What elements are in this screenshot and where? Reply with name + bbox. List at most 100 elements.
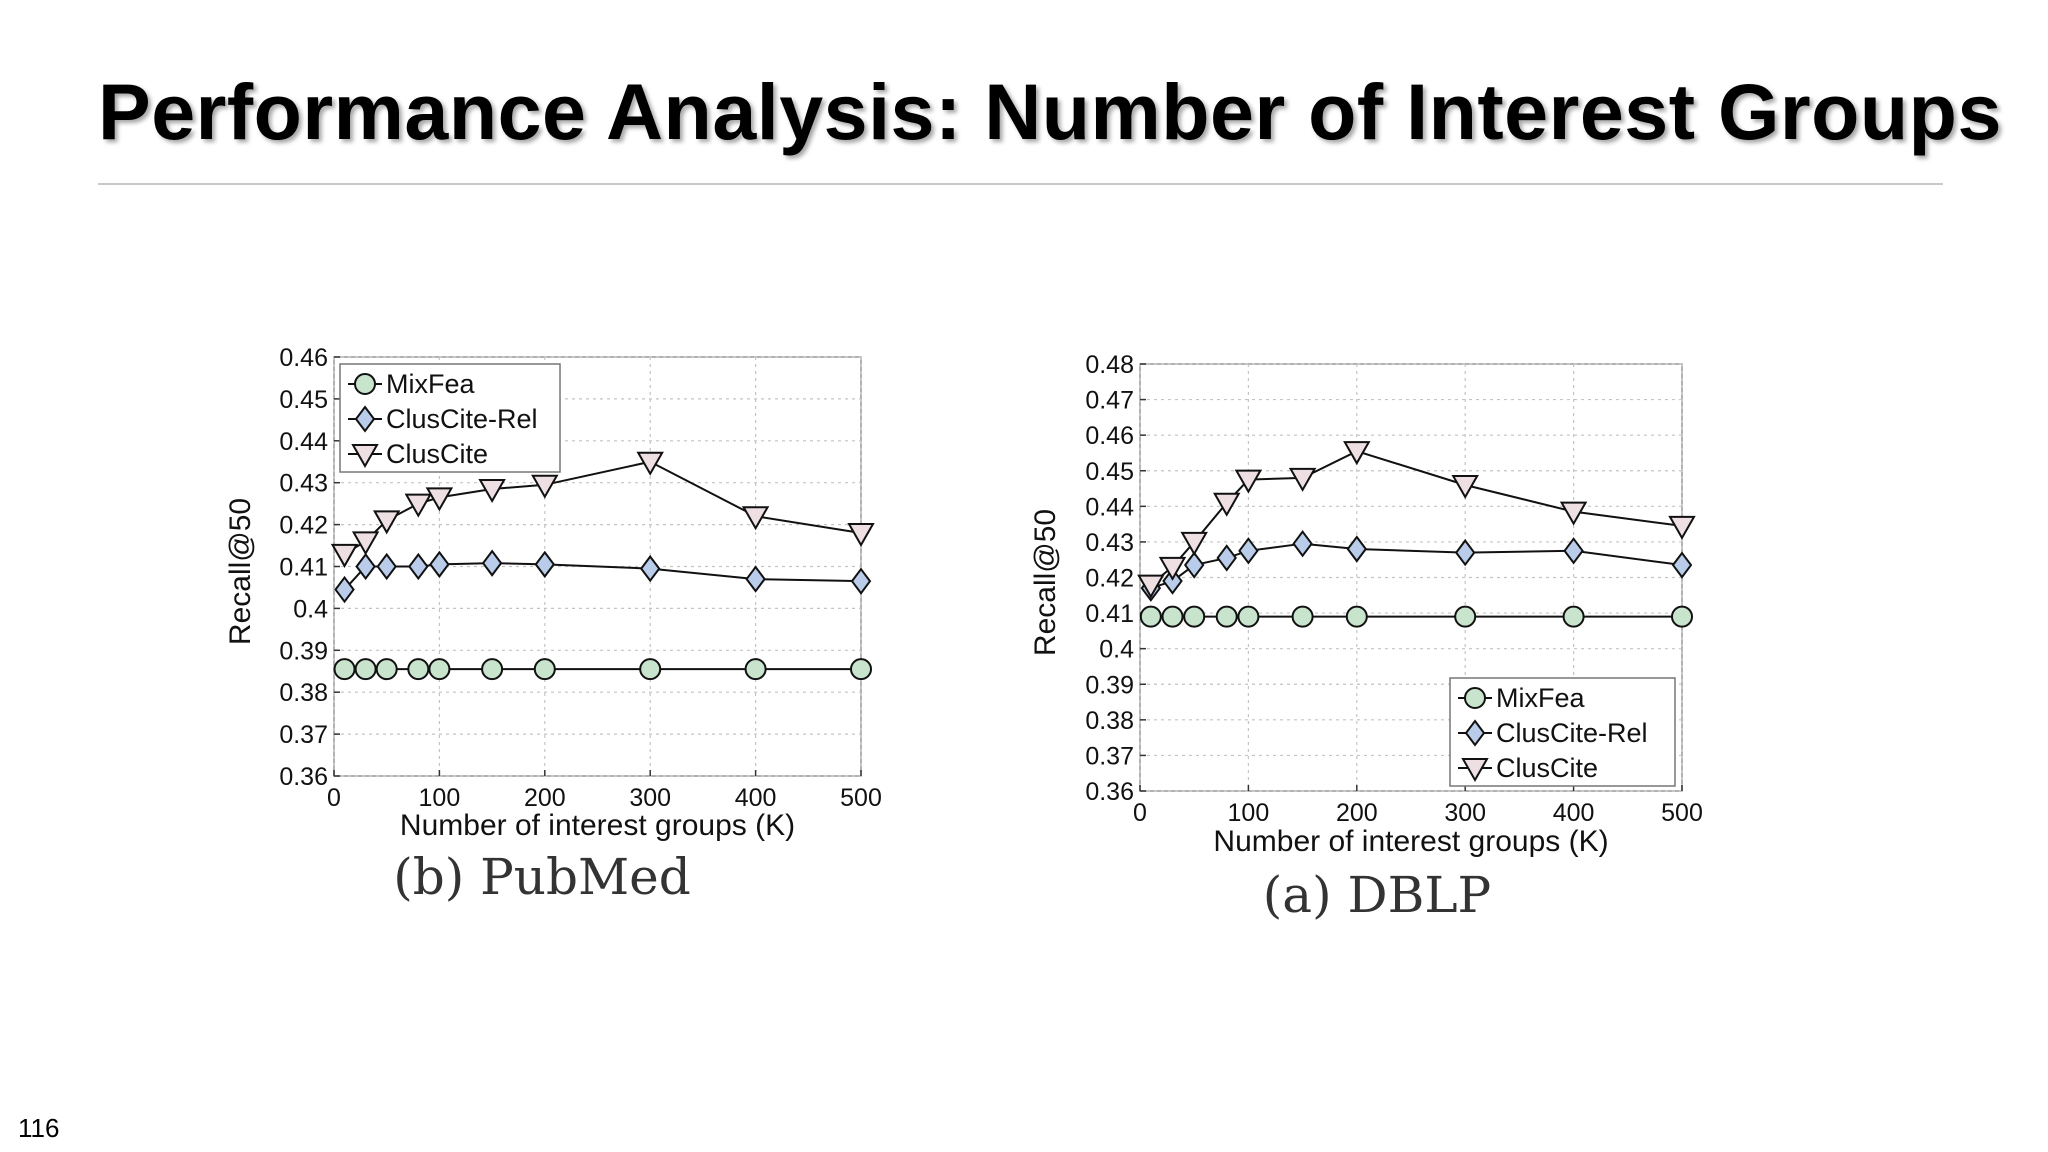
y-axis-title: Recall@50 <box>224 498 257 645</box>
data-point-cluscite-rel <box>355 552 376 581</box>
chart-caption: (b) PubMed <box>393 848 691 906</box>
y-tick-label: 0.44 <box>1085 493 1134 521</box>
data-point-cluscite <box>1451 474 1479 499</box>
data-point-cluscite <box>1158 556 1187 581</box>
y-tick-label: 0.36 <box>279 763 328 791</box>
x-axis-title: Number of interest groups (K) <box>400 809 795 842</box>
data-point-cluscite-rel <box>1346 535 1368 563</box>
data-point-cluscite-rel <box>745 565 766 593</box>
data-point-mixfea <box>333 658 356 681</box>
data-point-cluscite <box>404 493 433 518</box>
x-tick-label: 500 <box>1661 799 1703 827</box>
series-line-cluscite <box>344 460 862 555</box>
x-tick-label: 0 <box>327 784 341 812</box>
y-tick-label: 0.43 <box>1085 529 1134 557</box>
data-point-cluscite-rel <box>1671 551 1693 579</box>
data-point-cluscite-rel <box>408 552 429 581</box>
x-tick-label: 400 <box>1553 799 1595 827</box>
y-tick-label: 0.44 <box>279 428 328 456</box>
data-point-cluscite <box>741 506 770 531</box>
y-axis-title: Recall@50 <box>1029 509 1062 656</box>
data-point-cluscite-rel <box>534 550 556 579</box>
chart-pubmed: 0.36 0.37 0.38 0.39 0.4 0.41 0.42 0.43 0.44 0.45 0… <box>224 344 882 906</box>
legend: MixFea ClusCite-Rel ClusCite <box>339 363 561 473</box>
data-point-cluscite-rel <box>334 575 355 604</box>
data-point-mixfea <box>533 658 556 681</box>
x-tick-label: 100 <box>1228 799 1270 827</box>
x-tick-label: 300 <box>1444 799 1486 827</box>
data-point-cluscite <box>425 487 454 512</box>
x-tick-label: 500 <box>840 784 882 812</box>
page-number: 116 <box>18 1113 60 1143</box>
data-point-mixfea <box>1671 605 1693 628</box>
data-point-cluscite <box>351 531 380 556</box>
diamond-marker <box>354 405 376 433</box>
legend-label: MixFea <box>1496 683 1585 713</box>
data-point-cluscite <box>1559 501 1588 526</box>
data-point-cluscite <box>1137 574 1165 599</box>
y-tick-label: 0.42 <box>279 512 328 540</box>
y-tick-label: 0.47 <box>1085 387 1134 415</box>
legend-label: ClusCite <box>1496 753 1598 783</box>
y-tick-label: 0.39 <box>1085 671 1134 699</box>
down-triangle-marker <box>1461 758 1489 783</box>
data-point-mixfea <box>1139 605 1162 628</box>
data-point-cluscite <box>372 510 401 535</box>
data-point-cluscite <box>1343 441 1371 466</box>
x-tick-label: 300 <box>629 784 671 812</box>
data-point-mixfea <box>1237 605 1260 628</box>
data-point-mixfea <box>1291 605 1314 628</box>
y-tick-label: 0.46 <box>1085 422 1134 450</box>
y-tick-label: 0.36 <box>1085 778 1134 806</box>
legend-label: MixFea <box>386 369 475 399</box>
y-tick-label: 0.4 <box>1099 636 1134 664</box>
y-tick-label: 0.37 <box>279 721 328 749</box>
x-axis-title: Number of interest groups (K) <box>1213 825 1608 858</box>
data-point-cluscite-rel <box>1238 537 1259 565</box>
data-point-cluscite <box>636 451 664 476</box>
data-point-mixfea <box>428 658 451 681</box>
chart-caption: (a) DBLP <box>1263 866 1491 924</box>
data-point-mixfea <box>850 658 872 681</box>
data-point-mixfea <box>375 658 398 681</box>
data-point-cluscite <box>1212 492 1241 517</box>
data-point-cluscite <box>1288 467 1317 492</box>
y-tick-label: 0.43 <box>279 470 328 498</box>
y-tick-label: 0.41 <box>279 554 328 582</box>
data-point-mixfea <box>1183 605 1206 628</box>
series-line-cluscite-rel <box>1150 542 1683 590</box>
chart-dblp: 0.36 0.37 0.38 0.39 0.4 0.41 0.42 0.43 0.44 0.45 0… <box>1029 351 1703 924</box>
data-point-cluscite-rel <box>639 554 661 583</box>
x-tick-label: 400 <box>735 784 777 812</box>
data-point-cluscite-rel <box>481 549 503 577</box>
data-point-mixfea <box>1454 605 1477 628</box>
slide-title: Performance Analysis: Number of Interest… <box>98 67 2002 156</box>
data-point-mixfea <box>744 658 767 681</box>
data-point-mixfea <box>1345 605 1368 628</box>
x-tick-label: 100 <box>419 784 461 812</box>
y-tick-label: 0.41 <box>1085 600 1134 628</box>
y-tick-label: 0.4 <box>293 595 328 623</box>
circle-marker <box>1464 687 1486 709</box>
data-point-cluscite <box>847 522 875 547</box>
data-point-mixfea <box>1161 605 1184 628</box>
data-point-cluscite-rel <box>376 552 397 581</box>
legend-label: ClusCite-Rel <box>386 404 538 434</box>
data-point-cluscite <box>531 474 559 499</box>
data-point-cluscite-rel <box>1162 567 1183 595</box>
data-point-cluscite-rel <box>429 550 450 579</box>
data-point-cluscite <box>330 543 359 568</box>
data-point-cluscite <box>1234 469 1263 494</box>
series-line-cluscite-rel <box>343 562 862 591</box>
data-point-mixfea <box>639 658 662 681</box>
data-point-cluscite-rel <box>1216 544 1237 572</box>
data-point-cluscite-rel <box>1183 551 1205 579</box>
legend-label: ClusCite-Rel <box>1496 718 1648 748</box>
down-triangle-marker <box>351 444 379 469</box>
y-tick-label: 0.37 <box>1085 742 1134 770</box>
data-point-mixfea <box>407 658 430 681</box>
data-point-cluscite <box>1180 531 1208 556</box>
y-tick-label: 0.39 <box>279 637 328 665</box>
legend-label: ClusCite <box>386 439 488 469</box>
